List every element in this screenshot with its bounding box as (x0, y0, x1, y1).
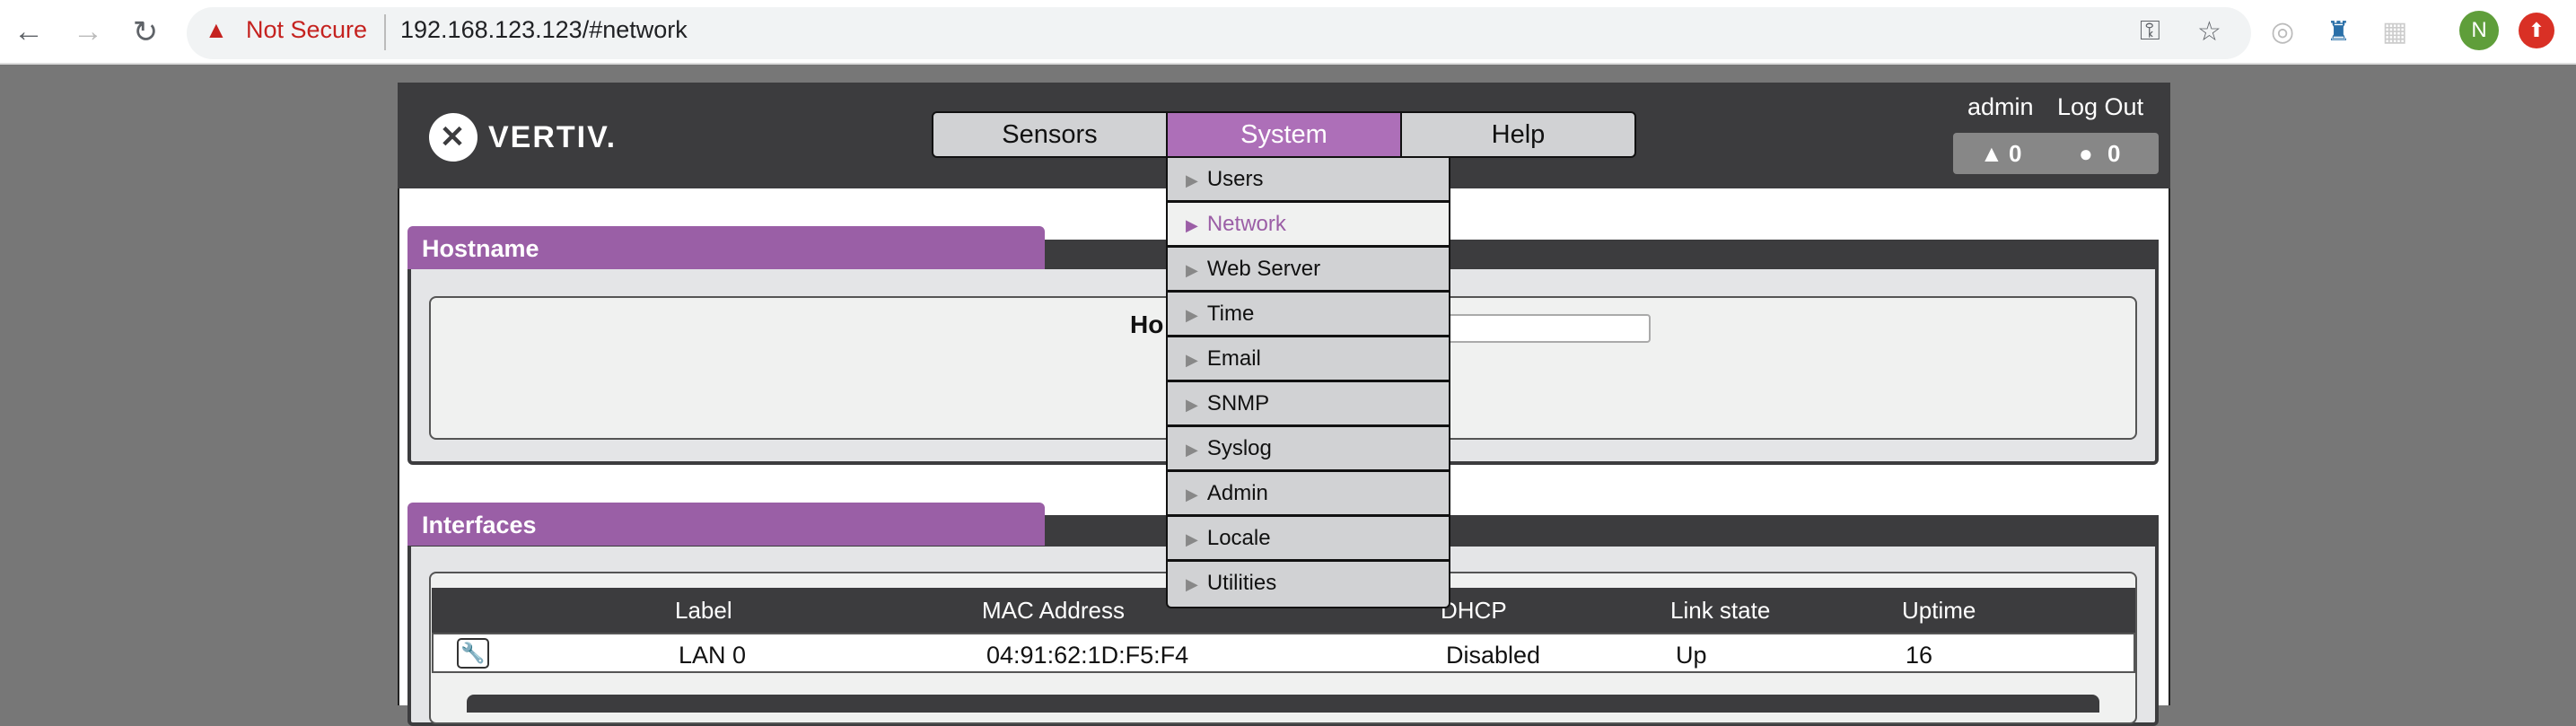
arrow-icon: ▶ (1186, 396, 1198, 414)
divider (384, 14, 386, 50)
cell-label: LAN 0 (679, 642, 747, 669)
col-mac: MAC Address (982, 597, 1125, 624)
menu-item-admin[interactable]: ▶ Admin (1168, 472, 1449, 517)
profile-avatar[interactable]: N (2459, 11, 2499, 50)
menu-label: Locale (1206, 526, 1271, 550)
extension-icon[interactable]: ▦ (2382, 17, 2408, 47)
key-icon[interactable]: ⚿ (2140, 16, 2160, 46)
url-text[interactable]: 192.168.123.123/#network (400, 16, 688, 43)
menu-item-locale[interactable]: ▶ Locale (1168, 517, 1449, 562)
system-dropdown-menu: ▶ Users ▶ Network ▶ Web Server ▶ Time ▶ Email… (1166, 158, 1450, 608)
security-label[interactable]: Not Secure (246, 16, 368, 43)
username[interactable]: admin (1967, 93, 2034, 120)
arrow-icon: ▶ (1186, 216, 1198, 234)
wrench-icon[interactable]: 🔧 (457, 638, 489, 669)
warning-icon: ▲ (1980, 140, 2003, 167)
menu-label: Network (1206, 212, 1286, 236)
menu-label: SNMP (1206, 391, 1270, 415)
col-dhcp: DHCP (1441, 597, 1507, 624)
menu-item-users[interactable]: ▶ Users (1168, 158, 1449, 203)
arrow-icon: ▶ (1186, 171, 1198, 189)
menu-item-web-server[interactable]: ▶ Web Server (1168, 248, 1449, 293)
tab-system[interactable]: System (1166, 111, 1402, 158)
hostname-panel-title: Hostname (407, 226, 1045, 269)
tab-help[interactable]: Help (1400, 111, 1636, 158)
star-icon[interactable]: ☆ (2197, 17, 2221, 47)
browser-toolbar: ← → ↻ ▲ Not Secure 192.168.123.123/#netw… (0, 0, 2576, 65)
hostname-input[interactable] (1442, 314, 1651, 343)
menu-label: Syslog (1206, 436, 1272, 460)
menu-label: Time (1206, 302, 1255, 326)
back-icon[interactable]: ← (13, 14, 44, 48)
menu-label: Utilities (1206, 571, 1277, 595)
logo-text: VERTIV. (488, 119, 618, 154)
menu-label: Users (1206, 167, 1264, 191)
col-label: Label (675, 597, 732, 624)
extension-icon[interactable]: ◎ (2271, 17, 2295, 47)
arrow-icon: ▶ (1186, 530, 1198, 548)
arrow-icon: ▶ (1186, 306, 1198, 324)
col-uptime: Uptime (1902, 597, 1976, 624)
vertiv-logo: ✕ VERTIV. (429, 113, 617, 162)
cell-uptime: 16 (1906, 642, 1933, 669)
menu-item-network[interactable]: ▶ Network (1168, 203, 1449, 248)
col-link-state: Link state (1670, 597, 1771, 624)
arrow-icon: ▶ (1186, 485, 1198, 503)
menu-item-email[interactable]: ▶ Email (1168, 337, 1449, 382)
cell-link-state: Up (1676, 642, 1707, 669)
menu-item-utilities[interactable]: ▶ Utilities (1168, 562, 1449, 607)
extension-icon[interactable]: ♜ (2326, 17, 2351, 47)
logout-link[interactable]: Log Out (2057, 93, 2144, 120)
cell-mac: 04:91:62:1D:F5:F4 (986, 642, 1189, 669)
update-icon[interactable]: ⬆ (2519, 13, 2554, 48)
alert-count: 0 (2107, 140, 2121, 167)
forward-icon[interactable]: → (73, 14, 103, 48)
menu-label: Email (1206, 346, 1261, 371)
menu-label: Web Server (1206, 257, 1321, 281)
reload-icon[interactable]: ↻ (132, 15, 159, 49)
alert-counters[interactable]: ▲ 0 ● 0 (1953, 133, 2159, 174)
arrow-icon: ▶ (1186, 441, 1198, 459)
menu-item-syslog[interactable]: ▶ Syslog (1168, 427, 1449, 472)
menu-item-time[interactable]: ▶ Time (1168, 293, 1449, 337)
arrow-icon: ▶ (1186, 575, 1198, 593)
menu-label: Admin (1206, 481, 1268, 505)
address-bar[interactable] (187, 7, 2251, 59)
menu-item-snmp[interactable]: ▶ SNMP (1168, 382, 1449, 427)
warning-icon: ▲ (205, 16, 228, 43)
tab-sensors[interactable]: Sensors (932, 111, 1168, 158)
table-row: 🔧 LAN 0 04:91:62:1D:F5:F4 Disabled Up 16 (432, 633, 2135, 673)
next-panel-bar (467, 695, 2099, 713)
warning-count: 0 (2009, 140, 2022, 167)
logo-mark-icon: ✕ (429, 113, 478, 162)
alert-icon: ● (2079, 140, 2093, 167)
hostname-label: Ho (1130, 311, 1164, 338)
arrow-icon: ▶ (1186, 351, 1198, 369)
cell-dhcp: Disabled (1446, 642, 1541, 669)
arrow-icon: ▶ (1186, 261, 1198, 279)
interfaces-panel-title: Interfaces (407, 503, 1045, 546)
